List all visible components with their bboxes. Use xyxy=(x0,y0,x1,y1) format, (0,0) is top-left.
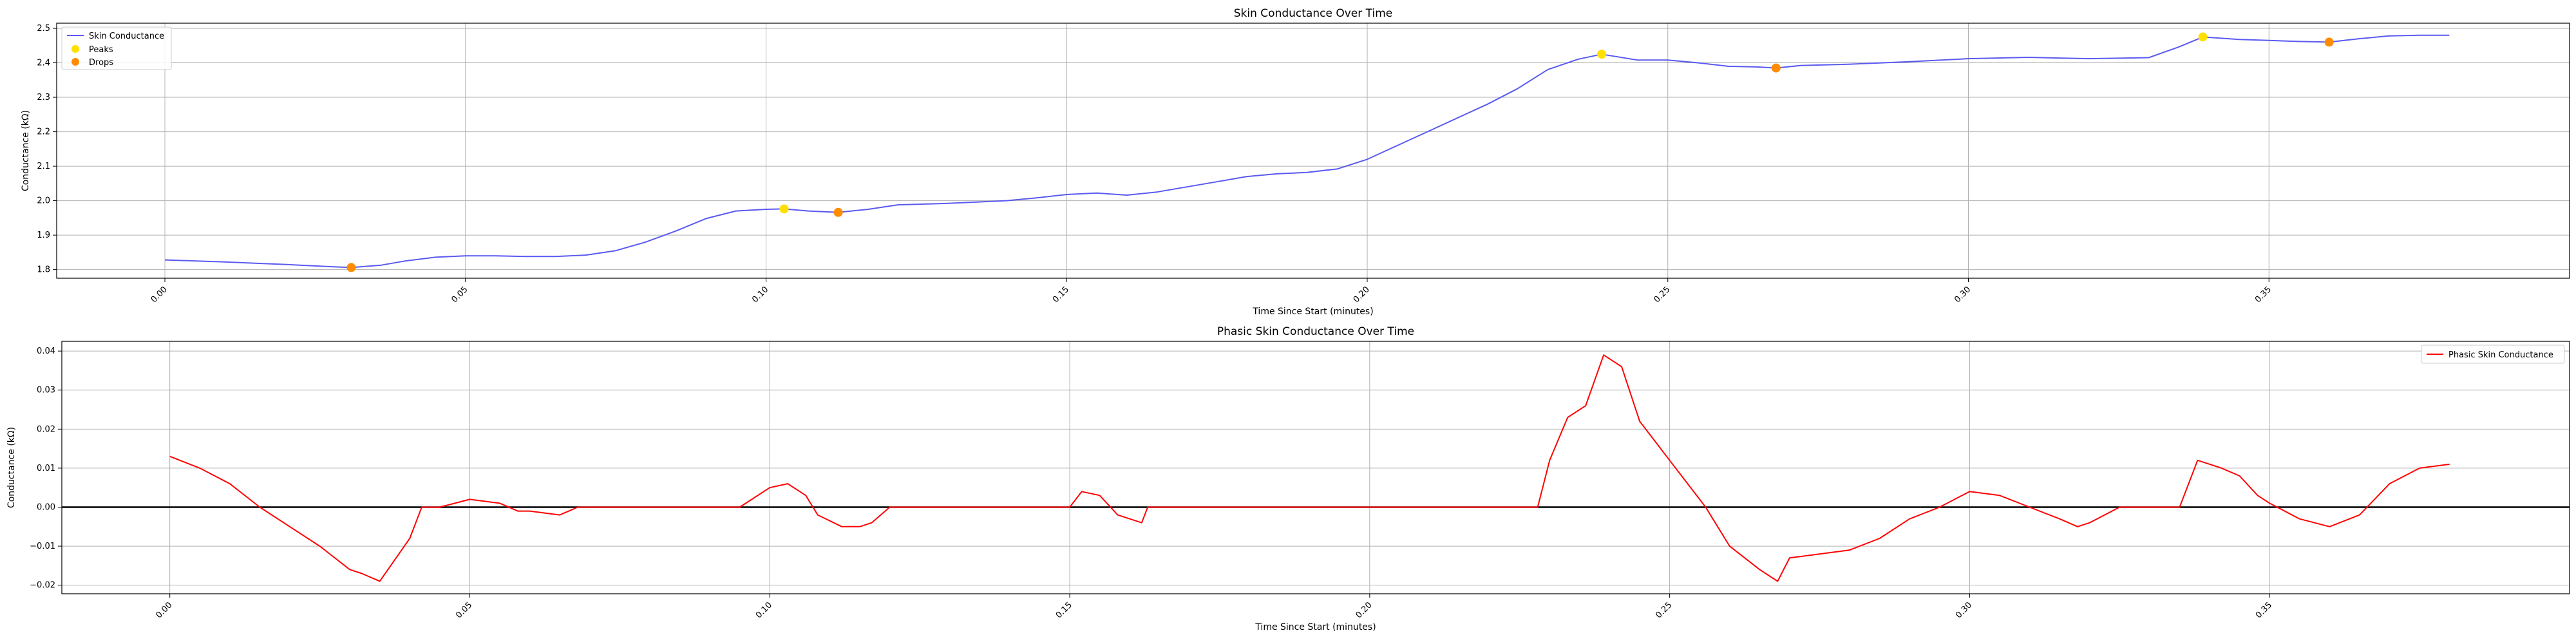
legend: Phasic Skin Conductance xyxy=(2421,345,2565,364)
drop-point xyxy=(1771,63,1781,73)
y-tick-label: 2.1 xyxy=(37,162,50,171)
legend-swatch-peaks xyxy=(71,45,79,53)
drop-point xyxy=(346,263,356,272)
y-tick-label: 0.03 xyxy=(37,386,55,395)
series-line-phasic-skin-conductance xyxy=(169,354,2450,582)
series-line-skin-conductance xyxy=(164,34,2450,269)
y-tick-label: 1.9 xyxy=(37,231,50,240)
y-axis-ticks: 1.8 1.9 2.0 2.1 2.2 2.3 2.4 2.5 xyxy=(37,24,57,275)
y-tick-label: 2.3 xyxy=(37,93,50,102)
y-axis-ticks: −0.02 −0.01 0.00 0.01 0.02 0.03 0.04 xyxy=(30,346,62,591)
legend-label-skin-conductance: Skin Conductance xyxy=(89,32,164,41)
legend-swatch-drops xyxy=(71,58,79,66)
chart-title: Skin Conductance Over Time xyxy=(1234,7,1392,20)
y-tick-label: 0.02 xyxy=(37,424,55,434)
legend-box xyxy=(2421,345,2565,364)
y-tick-label: 2.5 xyxy=(37,24,50,33)
drop-point xyxy=(2324,37,2334,47)
y-tick-label: 1.8 xyxy=(37,265,50,275)
legend-label-drops: Drops xyxy=(89,58,113,68)
drop-point xyxy=(833,207,843,217)
grid xyxy=(57,23,2570,278)
phasic-conductance-panel: 0.00 0.05 0.10 0.15 0.20 0.25 0.30 0.35 −0.02−0… xyxy=(6,325,2570,632)
x-axis-label: Time Since Start (minutes) xyxy=(1255,622,1376,632)
legend-box xyxy=(61,26,172,70)
skin-conductance-panel: 0.00 0.05 0.10 0.15 0.20 0.25 0.30 0.35 1.81.92… xyxy=(21,7,2570,317)
plot-frame xyxy=(61,341,2570,594)
y-axis-label: Conductance (kΩ) xyxy=(6,427,17,508)
legend: Skin Conductance Peaks Drops xyxy=(61,26,172,70)
peak-point xyxy=(1597,50,1607,59)
legend-label-peaks: Peaks xyxy=(89,45,113,55)
plot-marks xyxy=(164,32,2450,272)
y-tick-label: −0.01 xyxy=(30,542,55,551)
y-tick-label: 2.0 xyxy=(37,196,50,206)
legend-label-phasic: Phasic Skin Conductance xyxy=(2448,350,2553,360)
x-axis-label: Time Since Start (minutes) xyxy=(1252,307,1373,317)
y-tick-label: 0.04 xyxy=(37,346,55,356)
y-tick-label: 2.4 xyxy=(37,59,50,68)
plot-frame xyxy=(56,23,2570,279)
y-tick-label: 0.00 xyxy=(37,502,55,512)
y-tick-label: 0.01 xyxy=(37,464,55,473)
plot-marks xyxy=(62,354,2570,582)
y-axis-label: Conductance (kΩ) xyxy=(21,110,31,191)
peak-point xyxy=(779,204,789,214)
chart-title: Phasic Skin Conductance Over Time xyxy=(1217,325,1414,338)
y-tick-label: 2.2 xyxy=(37,128,50,137)
y-tick-label: −0.02 xyxy=(30,581,55,591)
peak-point xyxy=(2198,32,2208,42)
